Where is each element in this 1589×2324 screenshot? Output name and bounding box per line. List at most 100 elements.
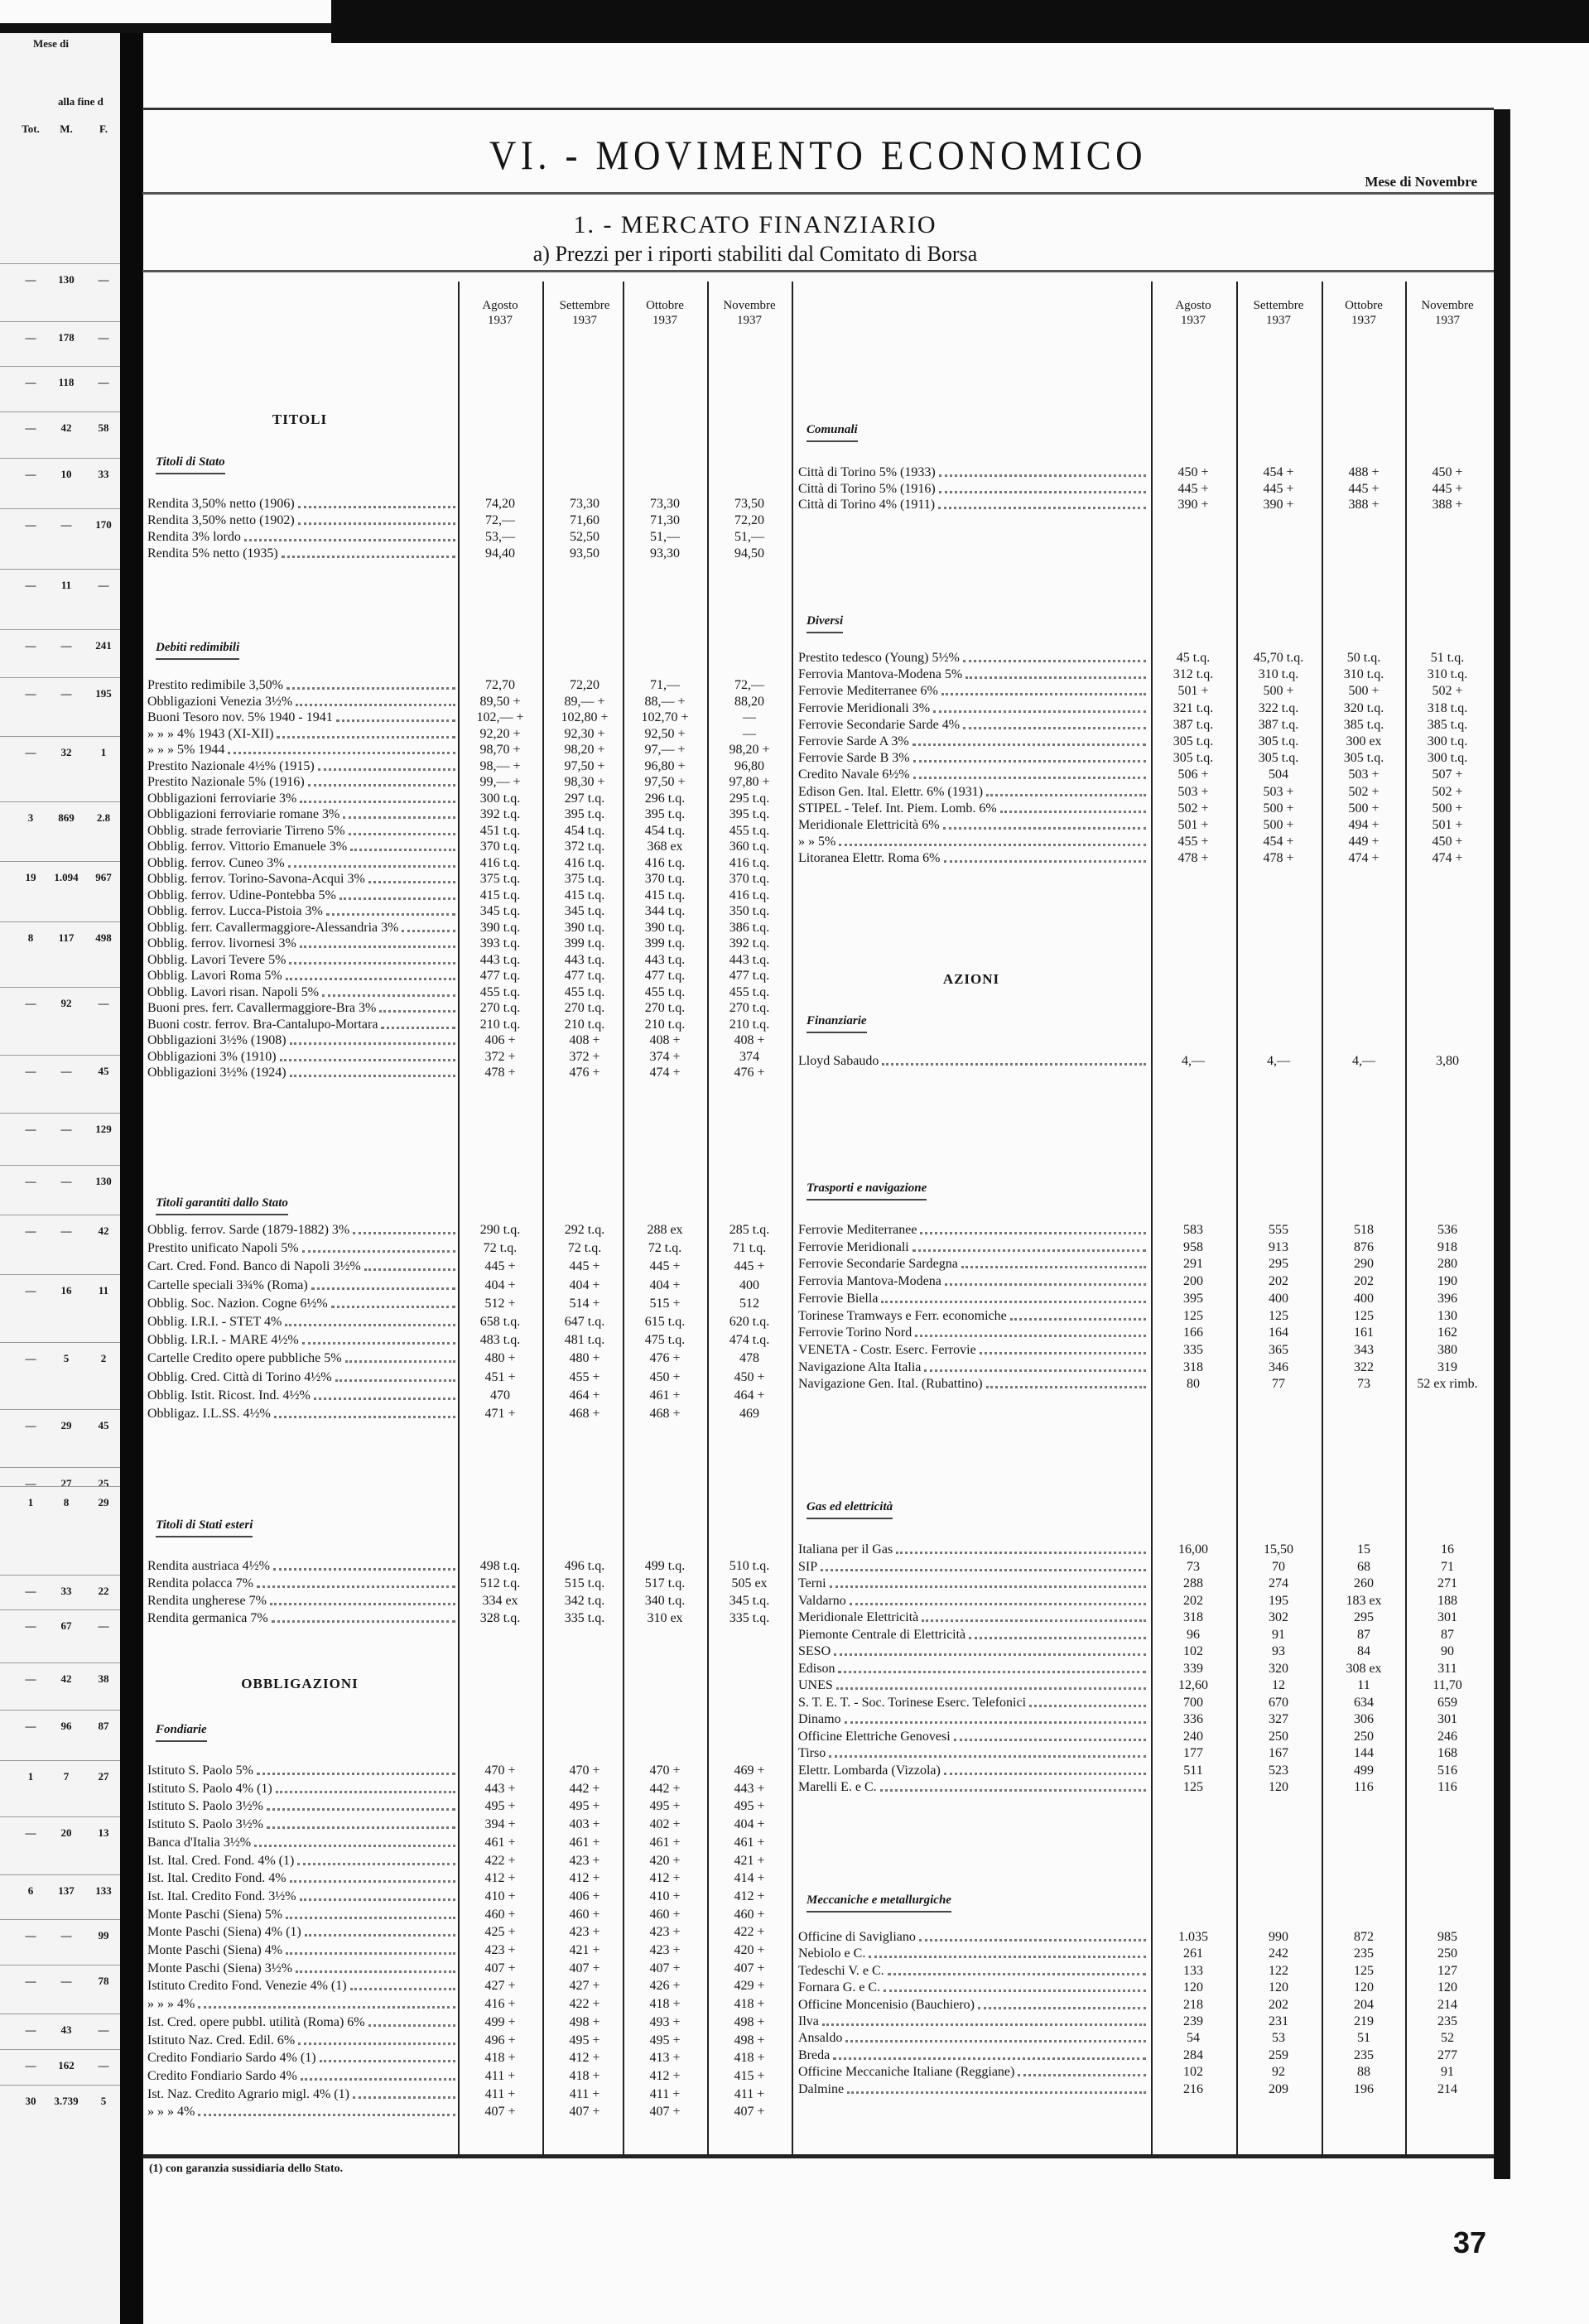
row-value: 102	[1183, 2065, 1203, 2080]
row-label: Rendita 3,50% netto (1902)	[147, 513, 295, 527]
row-value: 271	[1437, 1576, 1457, 1590]
row-label: » » » 5% 1944	[147, 743, 225, 757]
scan-edge-top-left	[0, 23, 331, 33]
row-value: 305 t.q.	[1258, 734, 1299, 748]
row-value: 261	[1183, 1946, 1203, 1961]
row-value: 71 t.q.	[732, 1241, 767, 1256]
row-value: 410 +	[484, 1889, 516, 1903]
row-value: 346	[1269, 1359, 1288, 1374]
row-label: Ferrovie Secondarie Sarde 4%	[798, 717, 961, 732]
row-value: 15	[1357, 1542, 1370, 1557]
previous-page-rule	[0, 1112, 120, 1114]
leader-dots	[847, 2081, 1146, 2094]
row-label: Officine di Savigliano	[798, 1930, 916, 1944]
row-label: Prestito Nazionale 4½% (1915)	[147, 758, 315, 773]
row-value: 97,— +	[644, 743, 686, 757]
row-label-wrap: Obbligazioni Venezia 3½%	[147, 694, 455, 710]
page-title: VI. - MOVIMENTO ECONOMICO	[489, 132, 1148, 178]
previous-page-value: 7	[63, 1770, 70, 1783]
row-value: 296 t.q.	[644, 791, 686, 806]
row-value: 478 +	[1263, 851, 1294, 866]
table-row: Rendita ungherese 7% 334 ex 342 t.q. 340 t.…	[0, 1593, 1490, 1609]
table-row: Rendita 3,50% netto (1902) 72,— 71,60 71,30…	[0, 512, 1490, 529]
row-label: STIPEL - Telef. Int. Piem. Lomb. 6%	[798, 801, 997, 816]
previous-page-value: —	[25, 1352, 36, 1365]
row-value: 502 +	[1348, 784, 1380, 799]
table-row: Rendita germanica 7% 328 t.q. 335 t.q. 310 …	[0, 1610, 1490, 1627]
row-label-wrap: Rendita austriaca 4½%	[147, 1558, 455, 1575]
row-value: 202	[1354, 1274, 1374, 1289]
row-value: 390 +	[1263, 498, 1294, 512]
leader-dots	[942, 817, 1146, 830]
column-divider	[1151, 281, 1153, 2154]
previous-page-value: 29	[98, 1496, 109, 1509]
previous-page-value: 118	[58, 375, 75, 388]
leader-dots	[275, 1781, 455, 1793]
previous-page-value: —	[98, 996, 109, 1009]
column-header-right: Agosto 1937	[1152, 298, 1235, 328]
leader-dots	[379, 1000, 455, 1013]
row-value: 474 +	[1348, 851, 1380, 866]
row-value: 125	[1183, 1780, 1203, 1794]
previous-page-rule	[0, 263, 120, 265]
row-value: 469	[739, 1407, 759, 1421]
leader-dots	[313, 1388, 455, 1400]
row-value: 335 t.q.	[564, 1611, 605, 1625]
row-value: 290	[1354, 1257, 1374, 1272]
table-row: Monte Paschi (Siena) 5% 460 + 460 + 460 + 46…	[0, 1907, 1490, 1923]
row-label: Tedeschi V. e C.	[798, 1963, 884, 1978]
row-value: 133	[1183, 1963, 1203, 1978]
previous-page-value: 67	[60, 1619, 72, 1632]
row-value: 71,60	[570, 513, 599, 527]
row-value: 71,30	[650, 513, 680, 527]
row-label-wrap: Rendita 3% lordo	[147, 529, 455, 546]
section-heading: Titoli di Stato	[156, 455, 225, 474]
leader-dots	[299, 1889, 455, 1901]
row-value: 190	[1437, 1274, 1457, 1289]
leader-dots	[273, 1406, 455, 1418]
row-value: 475 t.q.	[644, 1333, 686, 1348]
row-value: 167	[1269, 1746, 1288, 1760]
row-value: 74,20	[485, 497, 515, 511]
column-header-left: Settembre 1937	[543, 298, 626, 328]
row-label: Prestito unificato Napoli 5%	[147, 1241, 299, 1256]
table-row: Rendita 3,50% netto (1906) 74,20 73,30 73,3…	[0, 496, 1490, 512]
row-value: 464 +	[734, 1388, 765, 1403]
row-value: 503 +	[1263, 784, 1294, 799]
row-value: 496 t.q.	[564, 1559, 605, 1573]
leader-dots	[821, 2014, 1146, 2026]
row-value: 407 +	[649, 2105, 681, 2120]
row-value: 445 +	[649, 1259, 681, 1274]
column-divider	[1405, 281, 1407, 2154]
row-value: 177	[1183, 1746, 1203, 1760]
row-value: 72,—	[485, 513, 515, 527]
previous-page-value: —	[25, 467, 36, 480]
leader-dots	[912, 1239, 1146, 1252]
row-value: 335 t.q.	[729, 1611, 770, 1625]
row-value: 372 t.q.	[564, 840, 605, 854]
row-value: 310 t.q.	[1427, 667, 1468, 682]
row-value: 297 t.q.	[564, 791, 605, 806]
table-row: Ferrovie Sarde A 3% 305 t.q. 305 t.q. 300 e…	[0, 734, 1490, 750]
row-value: 246	[1437, 1729, 1457, 1744]
row-value: 469 +	[734, 1763, 765, 1778]
row-label-wrap: Obblig. Istit. Ricost. Ind. 4½%	[147, 1388, 455, 1404]
row-value: 455 t.q.	[479, 984, 521, 999]
row-value: 308 ex	[1346, 1661, 1382, 1676]
row-value: 116	[1354, 1780, 1374, 1794]
divider	[142, 270, 1494, 272]
row-value: 310 t.q.	[1343, 667, 1384, 682]
table-row: Buoni costr. ferrov. Bra-Cantalupo-Morta…	[0, 1017, 1490, 1033]
row-value: 421 +	[569, 1943, 600, 1957]
row-label-wrap: Breda	[798, 2047, 1146, 2064]
previous-page-value: —	[25, 1174, 36, 1187]
leader-dots	[943, 850, 1146, 864]
row-value: 408 +	[569, 1033, 600, 1047]
row-value: 71,—	[650, 678, 680, 692]
row-value: 451 +	[484, 1369, 516, 1384]
row-value: 277	[1437, 2047, 1457, 2062]
row-value: 411 +	[734, 2086, 765, 2101]
row-label-wrap: Monte Paschi (Siena) 5%	[147, 1907, 455, 1923]
table-row: Cart. Cred. Fond. Banco di Napoli 3½% 445…	[0, 1258, 1490, 1275]
row-value: 499 t.q.	[644, 1559, 686, 1573]
